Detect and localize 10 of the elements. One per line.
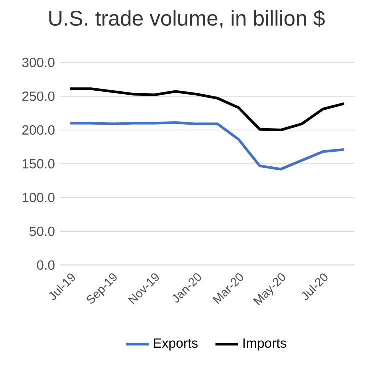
legend-label: Exports — [154, 338, 198, 351]
y-tick-label: 100.0 — [22, 193, 55, 202]
legend-label: Imports — [244, 338, 286, 351]
y-tick-label: 50.0 — [30, 226, 55, 236]
y-tick-label: 200.0 — [22, 126, 55, 135]
y-tick-label: 300.0 — [22, 58, 55, 68]
y-tick-label: 150.0 — [22, 159, 55, 169]
chart-title: U.S. trade volume, in billion $ — [50, 10, 326, 29]
y-tick-label: 0.0 — [37, 260, 55, 270]
y-tick-label: 250.0 — [22, 92, 55, 102]
